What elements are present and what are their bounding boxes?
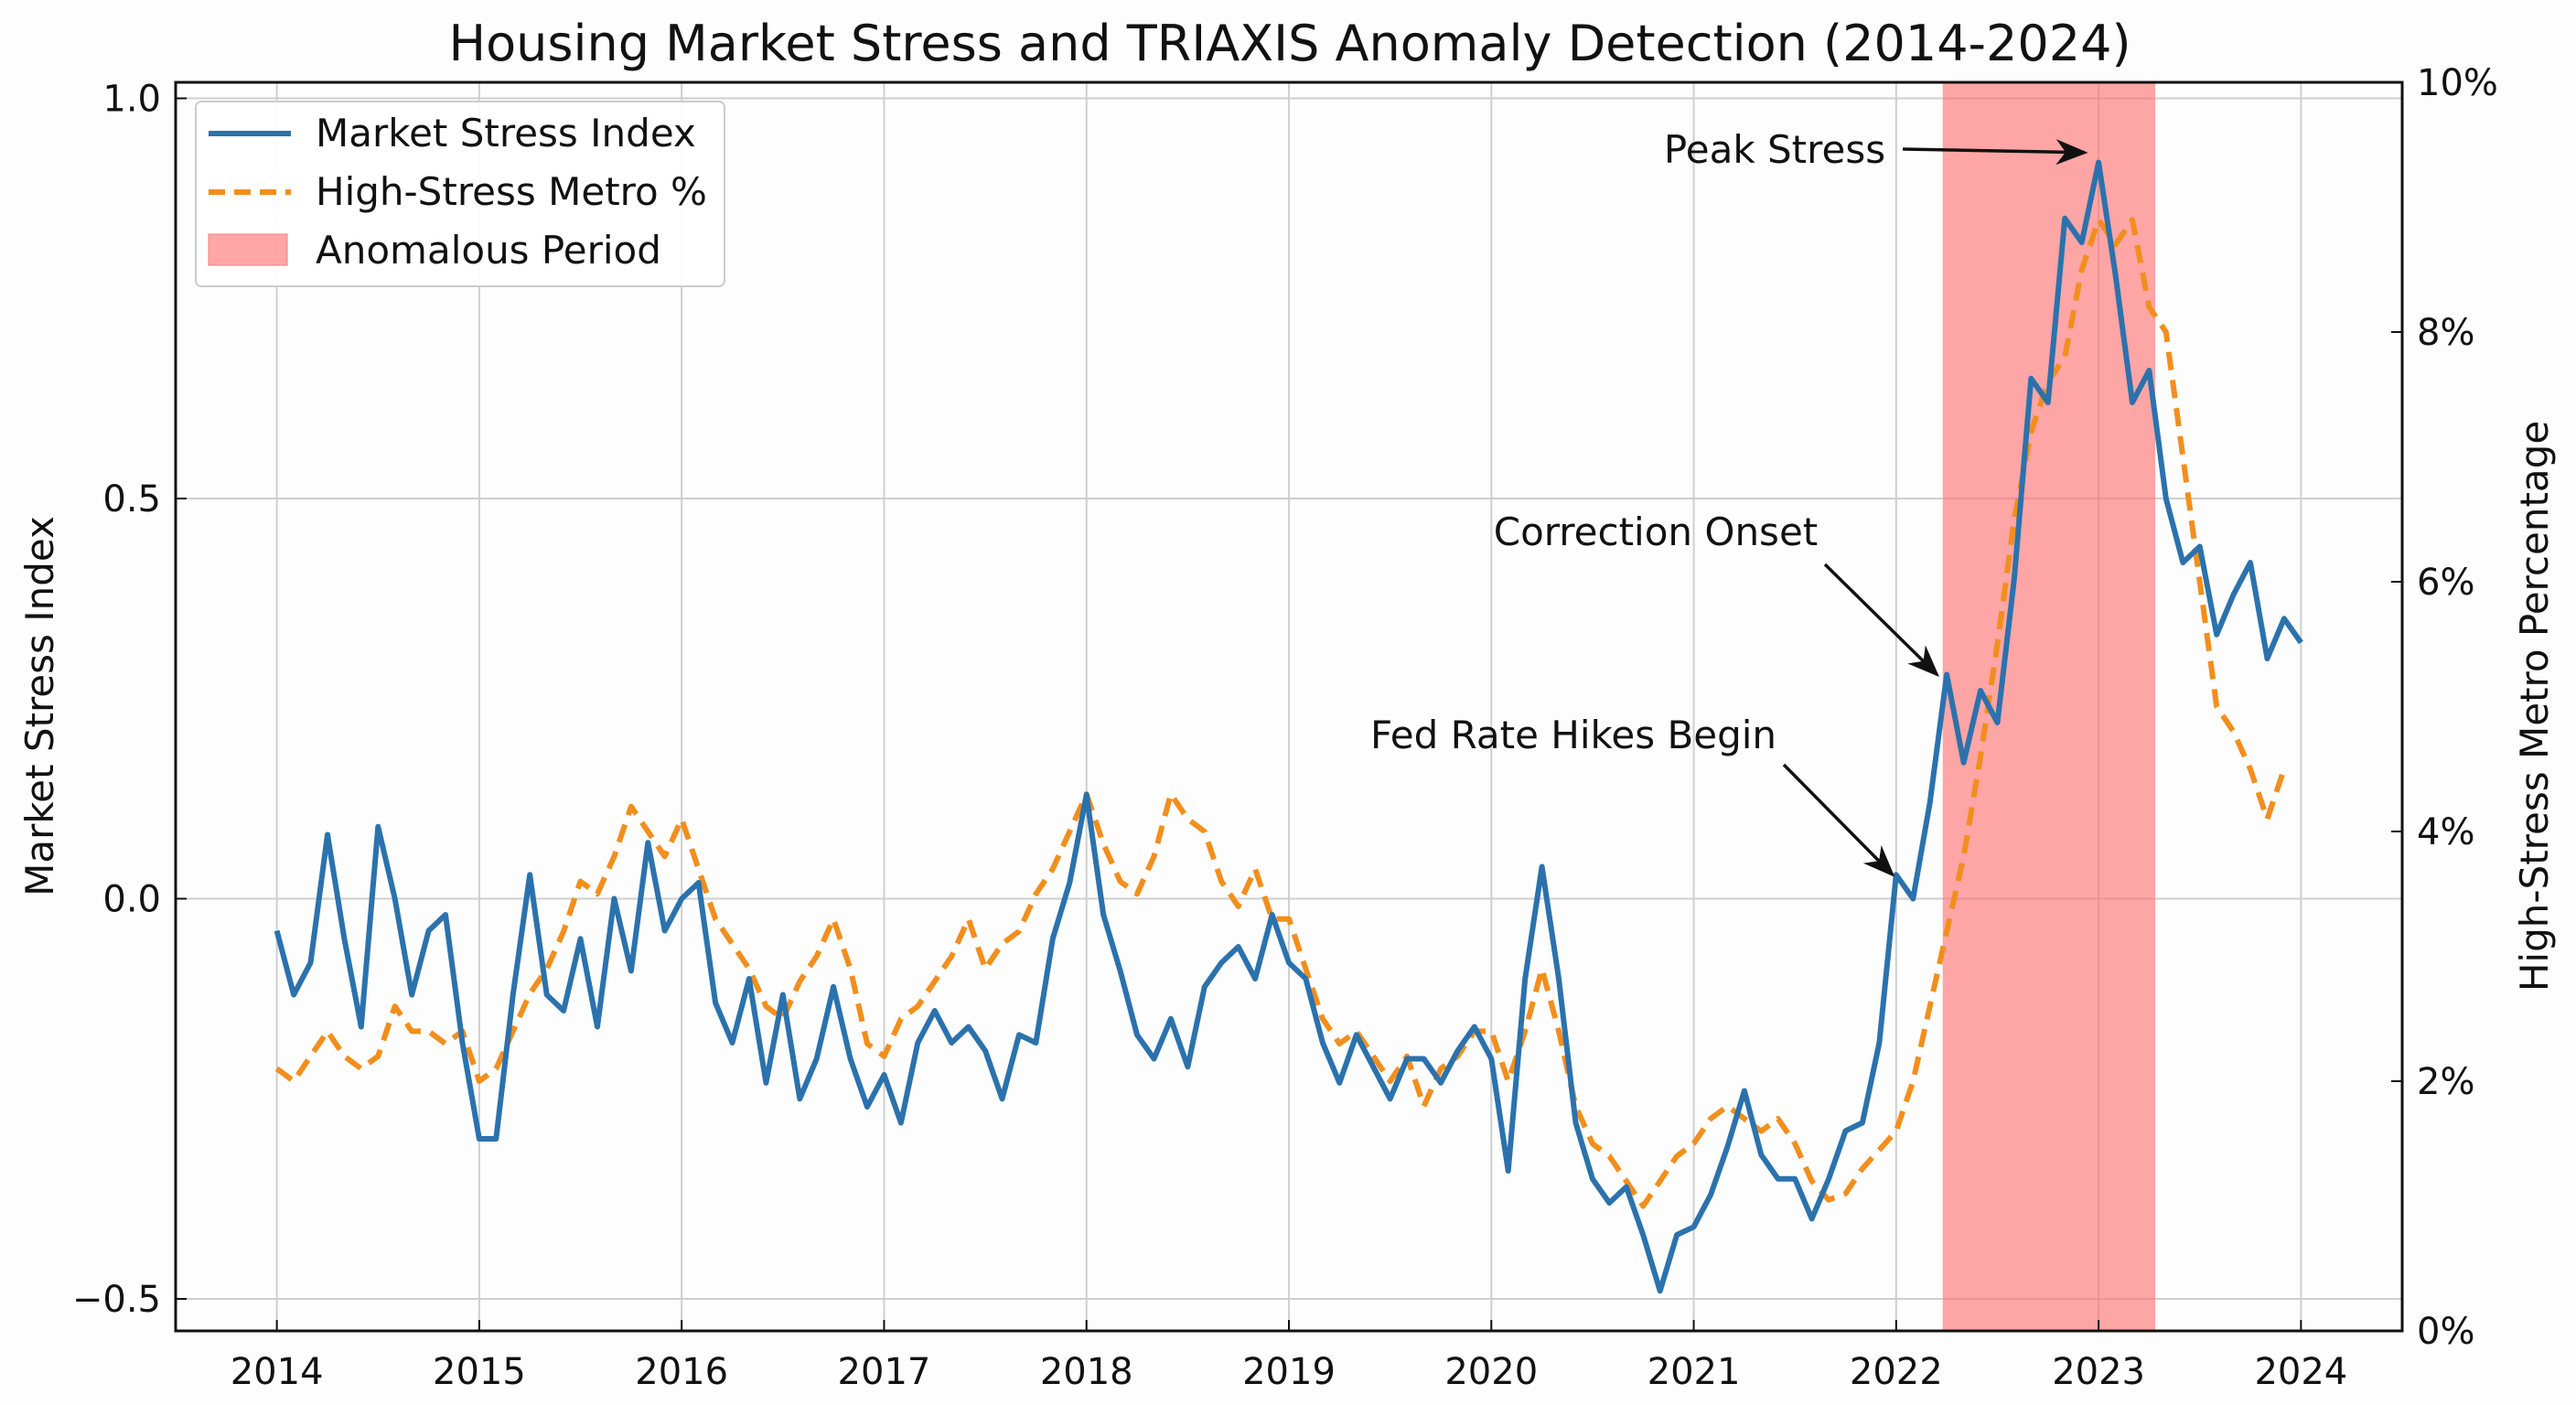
y-tick-label: 0.0 — [102, 879, 161, 921]
annotation-label: Peak Stress — [1664, 127, 1885, 172]
y-tick-label: 1.0 — [102, 79, 161, 121]
x-tick-label: 2016 — [635, 1351, 728, 1393]
market-stress-line — [274, 159, 2303, 1294]
annotation-label: Correction Onset — [1494, 509, 1819, 554]
high-stress-metro-line — [274, 217, 2287, 1209]
annotation-arrow — [1823, 563, 1939, 677]
legend-label-anomalous-period: Anomalous Period — [316, 228, 661, 273]
x-tick-label: 2019 — [1242, 1351, 1336, 1393]
x-tick-label: 2022 — [1850, 1351, 1943, 1393]
y-right-tick-label: 0% — [2417, 1311, 2474, 1353]
y-right-tick-label: 4% — [2417, 811, 2474, 853]
x-tick-label: 2015 — [433, 1351, 526, 1393]
legend-swatch-anomalous-period — [208, 233, 288, 266]
axis-ticks: 2014 2015 2016 2017 2018 2019 2020 2021 2022 2023… — [72, 62, 2498, 1393]
annotation-arrow — [1782, 763, 1895, 877]
x-tick-label: 2023 — [2052, 1351, 2145, 1393]
x-tick-label: 2018 — [1040, 1351, 1133, 1393]
y-axis-label-right: High-Stress Metro Percentage — [2512, 421, 2557, 992]
x-tick-label: 2020 — [1444, 1351, 1538, 1393]
y-right-tick-label: 6% — [2417, 562, 2474, 604]
y-tick-label: 0.5 — [102, 478, 161, 520]
annotation-arrow — [1902, 139, 2088, 166]
y-axis-label-left: Market Stress Index — [17, 516, 62, 896]
y-right-tick-label: 8% — [2417, 312, 2474, 354]
legend-label-high-stress-metro: High-Stress Metro % — [316, 169, 707, 214]
series-lines — [274, 159, 2303, 1294]
y-right-tick-label: 2% — [2417, 1061, 2474, 1103]
legend-label-market-stress: Market Stress Index — [316, 111, 696, 156]
chart-title: Housing Market Stress and TRIAXIS Anomal… — [448, 15, 2131, 72]
y-right-tick-label: 10% — [2417, 62, 2498, 104]
legend-box — [195, 101, 725, 287]
legend: Market Stress Index High-Stress Metro % … — [195, 101, 725, 287]
x-tick-label: 2024 — [2254, 1351, 2347, 1393]
annotations: Peak Stress Correction Onset Fed Rate Hike… — [1370, 127, 2088, 877]
x-tick-label: 2021 — [1648, 1351, 1741, 1393]
y-tick-label: −0.5 — [72, 1279, 161, 1321]
x-tick-label: 2017 — [838, 1351, 931, 1393]
x-tick-label: 2014 — [231, 1351, 324, 1393]
annotation-label: Fed Rate Hikes Begin — [1370, 713, 1776, 757]
